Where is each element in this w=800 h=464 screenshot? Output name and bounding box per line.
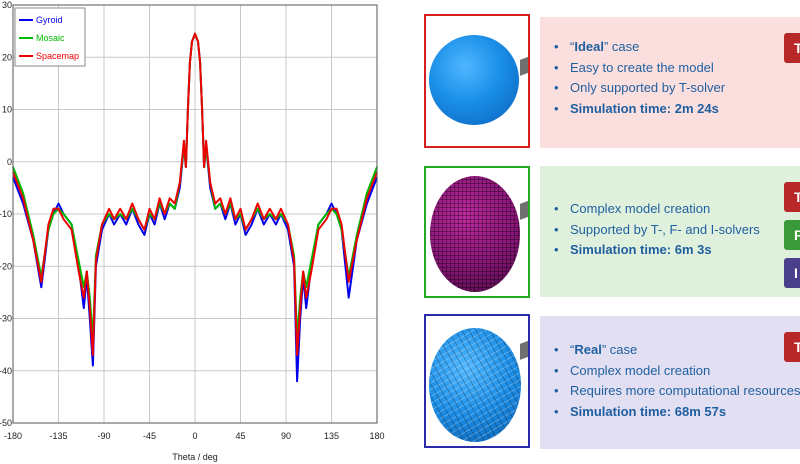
y-tick-label: 0 [7, 157, 12, 167]
bullet-bold-text: Simulation time: 2m 24s [570, 100, 719, 116]
y-tick-label: 20 [2, 52, 12, 62]
y-tick-label: 10 [2, 105, 12, 115]
feed-probe-icon [520, 200, 528, 220]
plot-frame [12, 4, 378, 424]
bullet-bold-text: Real [574, 342, 602, 357]
radiation-pattern-chart: 30 20 10 0 -10 -20 -30 -40 -50 -180 -135 -90 -45 0 45 9… [0, 0, 385, 462]
mosaic-sphere-thumbnail [424, 166, 530, 298]
bullet-text: Complex model creation [570, 362, 711, 378]
solver-tag-t: T [784, 182, 800, 212]
feed-probe-icon [520, 56, 528, 76]
mosaic-bullet-item: Complex model creation [554, 199, 792, 220]
bullet-bold-text: Simulation time: 6m 3s [570, 242, 712, 257]
bullet-text: Complex model creation [570, 201, 711, 216]
real-sphere-thumbnail [424, 314, 530, 448]
ideal-bullet-item: Only supported by T-solver [554, 78, 792, 99]
bullet-bold-text: Simulation time: 68m 57s [570, 403, 727, 419]
x-tick-label: 0 [192, 431, 197, 441]
bullet-text: Requires more computational resources [570, 383, 800, 398]
series-line-spacemap [12, 32, 378, 357]
ideal-bullet-item: Simulation time: 2m 24s [554, 99, 792, 120]
bullet-text: “ [570, 342, 575, 357]
mosaic-bullet-list: Complex model creation Supported by T-, F… [554, 199, 792, 261]
x-tick-label: 90 [281, 431, 291, 441]
real-info-box: “Real” caseComplex model creationRequire… [540, 316, 800, 449]
mosaic-info-box: Complex model creation Supported by T-, F… [540, 166, 800, 297]
legend-label: Spacemap [36, 51, 79, 61]
bullet-text: Easy to create the model [570, 59, 714, 75]
real-bullet-item: “Real” case [554, 340, 792, 361]
bullet-text: ” case [603, 39, 640, 54]
real-bullet-list: “Real” caseComplex model creationRequire… [554, 340, 800, 423]
x-tick-label: 135 [324, 431, 339, 441]
ideal-sphere-thumbnail [424, 14, 530, 148]
real-bullet-item: Simulation time: 68m 57s [554, 402, 792, 423]
ideal-bullet-list: “Ideal” caseEasy to create the modelOnly… [554, 37, 792, 119]
ideal-bullet-item: “Ideal” case [554, 37, 792, 58]
legend-label: Gyroid [36, 15, 63, 25]
real-bullet-item: Requires more computational resources [554, 381, 800, 402]
feed-probe-icon [520, 340, 528, 360]
bullet-text: Supported by T-, F- and I-solvers [570, 221, 760, 237]
y-tick-label: 30 [2, 0, 12, 10]
ideal-bullet-item: Easy to create the model [554, 58, 792, 79]
solver-tag-f: F [784, 220, 800, 250]
smooth-sphere-image [429, 35, 519, 125]
solver-tag-i: I [784, 258, 800, 288]
mosaic-bullet-item: Simulation time: 6m 3s [554, 240, 792, 261]
faceted-sphere-image [429, 328, 521, 442]
x-tick-label: -45 [143, 431, 156, 441]
y-tick-label: -10 [0, 209, 12, 219]
bullet-text: ” case [601, 342, 638, 357]
bullet-bold-text: Ideal [574, 39, 604, 54]
x-axis-label: Theta / deg [172, 452, 218, 462]
x-tick-label: -90 [97, 431, 110, 441]
y-tick-label: -50 [0, 418, 12, 428]
ideal-info-box: “Ideal” caseEasy to create the modelOnly… [540, 17, 800, 148]
solver-tag-t: T [784, 332, 800, 362]
real-bullet-item: Complex model creation [554, 361, 792, 382]
x-tick-label: -180 [4, 431, 22, 441]
x-tick-label: 45 [235, 431, 245, 441]
mosaic-sphere-image [430, 176, 520, 292]
x-tick-label: 180 [369, 431, 384, 441]
bullet-text: “ [570, 39, 575, 54]
y-tick-label: -40 [0, 366, 12, 376]
mosaic-bullet-item: Supported by T-, F- and I-solvers [554, 220, 792, 241]
x-tick-label: -135 [49, 431, 67, 441]
legend-label: Mosaic [36, 33, 65, 43]
y-tick-label: -30 [0, 314, 12, 324]
y-tick-label: -20 [0, 261, 12, 271]
solver-tag-t: T [784, 33, 800, 63]
bullet-text: Only supported by T-solver [570, 80, 726, 95]
